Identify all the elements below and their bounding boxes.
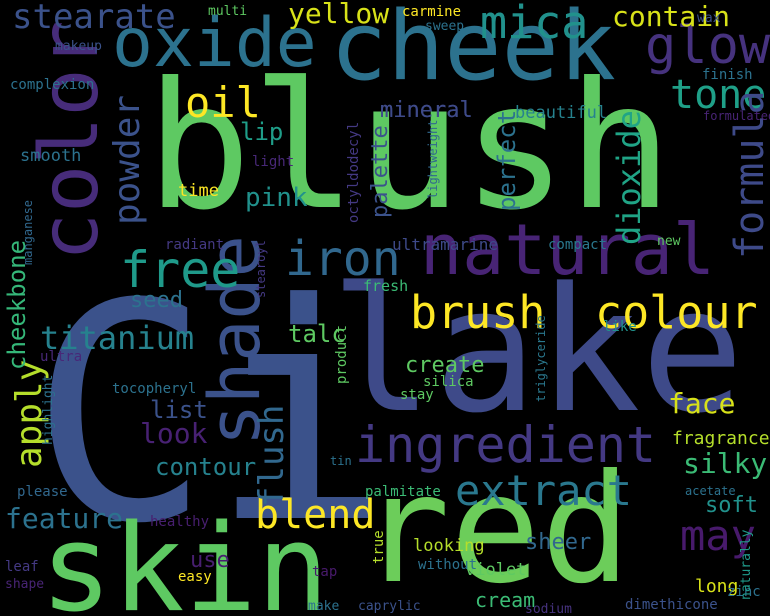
word: easy xyxy=(178,569,212,585)
word: powder xyxy=(107,94,148,225)
word: blend xyxy=(255,492,376,538)
word: flush xyxy=(252,404,292,507)
word: looking xyxy=(413,536,485,556)
word: lip xyxy=(240,118,284,146)
word: may xyxy=(680,511,756,560)
word: tap xyxy=(312,564,338,580)
word: palette xyxy=(368,125,393,218)
word: product xyxy=(334,324,350,384)
word: sheer xyxy=(525,530,592,555)
word: dioxide xyxy=(610,110,648,245)
word: oxide xyxy=(112,4,317,83)
word: light xyxy=(252,154,295,170)
word: free xyxy=(120,241,241,299)
word: lake xyxy=(330,250,745,451)
word: stearoyl xyxy=(254,240,268,298)
word: tone xyxy=(670,72,767,118)
word: cheek xyxy=(330,0,616,102)
word: radiant xyxy=(165,237,225,253)
word: list xyxy=(150,396,208,424)
word: dimethicone xyxy=(625,597,718,613)
word: palmitate xyxy=(365,484,441,500)
word: look xyxy=(140,417,208,450)
word: natural xyxy=(420,209,716,291)
word: wax xyxy=(697,11,721,26)
word: carmine xyxy=(402,4,462,20)
word: glow xyxy=(645,16,770,76)
word: red xyxy=(360,443,631,616)
word: fresh xyxy=(363,277,409,295)
word: mineral xyxy=(380,98,473,123)
word: please xyxy=(17,484,68,500)
word: manganese xyxy=(21,199,35,265)
word: ultramarine xyxy=(392,235,498,254)
word: silica xyxy=(423,374,474,390)
word: multi xyxy=(208,4,248,19)
word: color xyxy=(23,20,116,261)
word: iron xyxy=(285,231,401,287)
word: makeup xyxy=(55,39,102,54)
word: pink xyxy=(245,183,308,213)
word: extract xyxy=(455,466,633,515)
word: acetate xyxy=(685,484,736,498)
word: tin xyxy=(330,454,352,468)
word: beautiful xyxy=(515,103,608,123)
word: oil xyxy=(185,78,261,127)
word: healthy xyxy=(150,514,210,530)
word: sweep xyxy=(425,19,465,34)
word: skin xyxy=(40,500,329,616)
word: silky xyxy=(683,447,768,480)
word: feature xyxy=(5,502,124,535)
word: octyldodecyl xyxy=(346,121,362,223)
word: time xyxy=(178,181,219,201)
word: formulated xyxy=(703,109,770,123)
word: like xyxy=(603,319,637,335)
word: stay xyxy=(400,387,434,403)
word: perfect xyxy=(493,109,521,211)
word: cream xyxy=(475,588,536,612)
word: mineral xyxy=(380,98,473,123)
word: yellow xyxy=(288,0,390,30)
word: highlight xyxy=(41,374,56,445)
word: caprylic xyxy=(358,599,421,614)
word: sodium xyxy=(525,602,572,616)
word: face xyxy=(668,387,736,420)
word: lightweight xyxy=(426,119,440,199)
word: seed xyxy=(130,288,183,313)
word: titanium xyxy=(40,319,195,357)
word: triglyceride xyxy=(534,315,548,402)
word: contour xyxy=(155,453,257,481)
word: ultra xyxy=(40,349,83,365)
word: true xyxy=(371,530,387,564)
word: naturally xyxy=(739,529,754,600)
word: soft xyxy=(705,493,758,518)
word: talc xyxy=(288,320,346,348)
word: tocopheryl xyxy=(112,381,197,397)
word: smooth xyxy=(20,146,82,166)
word: ingredient xyxy=(355,416,657,474)
word: stearate xyxy=(12,0,176,37)
word: create xyxy=(405,353,485,378)
word: without xyxy=(418,557,478,573)
word: complexion xyxy=(10,77,95,93)
word: long xyxy=(695,576,739,597)
word: finish xyxy=(702,67,753,83)
word: violet xyxy=(465,560,527,580)
word: contain xyxy=(612,0,731,33)
word: make xyxy=(308,599,340,614)
word: brush xyxy=(410,286,546,339)
word: new xyxy=(657,234,681,249)
word: mica xyxy=(480,0,589,49)
word: shape xyxy=(5,577,45,592)
word: fragrance xyxy=(672,428,770,449)
word: blush xyxy=(146,46,673,249)
word: zinc xyxy=(727,584,761,600)
word: leaf xyxy=(5,559,39,575)
word: compact xyxy=(548,237,608,253)
word: mica xyxy=(480,0,589,49)
word: colour xyxy=(595,286,758,339)
word: use xyxy=(190,548,230,573)
word: Ci xyxy=(30,240,392,589)
